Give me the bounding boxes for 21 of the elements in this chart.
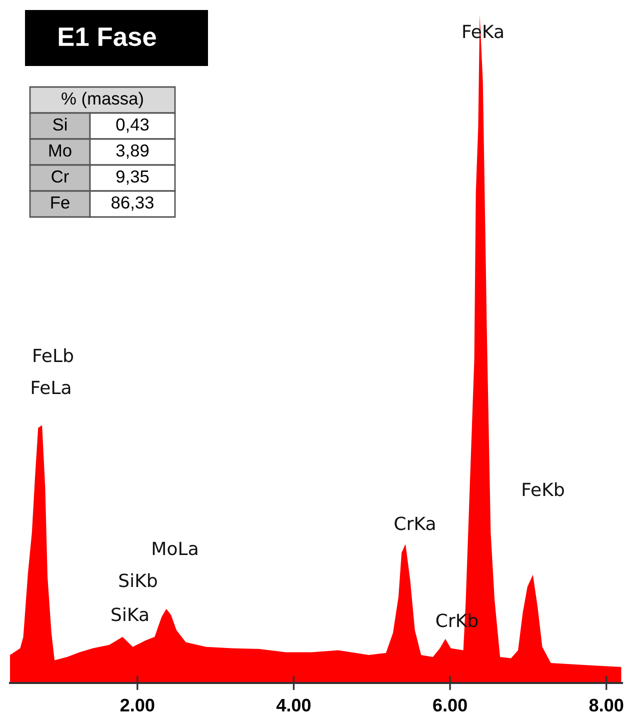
annotation: 86,33 <box>112 196 154 211</box>
annotation: Cr <box>52 170 69 183</box>
annotation: SiKa <box>112 607 148 622</box>
x-tick-label: 8.00 <box>589 698 624 712</box>
annotation: SiKb <box>119 573 157 588</box>
annotation: 3,89 <box>116 144 149 159</box>
annotation: Mo <box>49 144 72 157</box>
annotation: FeLb <box>34 348 74 362</box>
annotation: 0,43 <box>116 118 149 133</box>
annotation: Si <box>53 118 67 131</box>
chart-title: E1 Fase <box>58 28 156 46</box>
annotation: MoLa <box>152 542 198 556</box>
annotation: 9,35 <box>116 170 149 185</box>
x-tick-label: 6.00 <box>433 698 467 712</box>
x-tick-label: 4.00 <box>276 698 311 712</box>
annotation: FeKb <box>522 482 564 496</box>
annotation: % (massa) <box>62 92 143 108</box>
x-tick-label: 2.00 <box>120 698 154 712</box>
annotation: FeLa <box>32 380 70 394</box>
annotation: Fe <box>51 196 70 209</box>
annotation: CrKa <box>394 516 435 530</box>
